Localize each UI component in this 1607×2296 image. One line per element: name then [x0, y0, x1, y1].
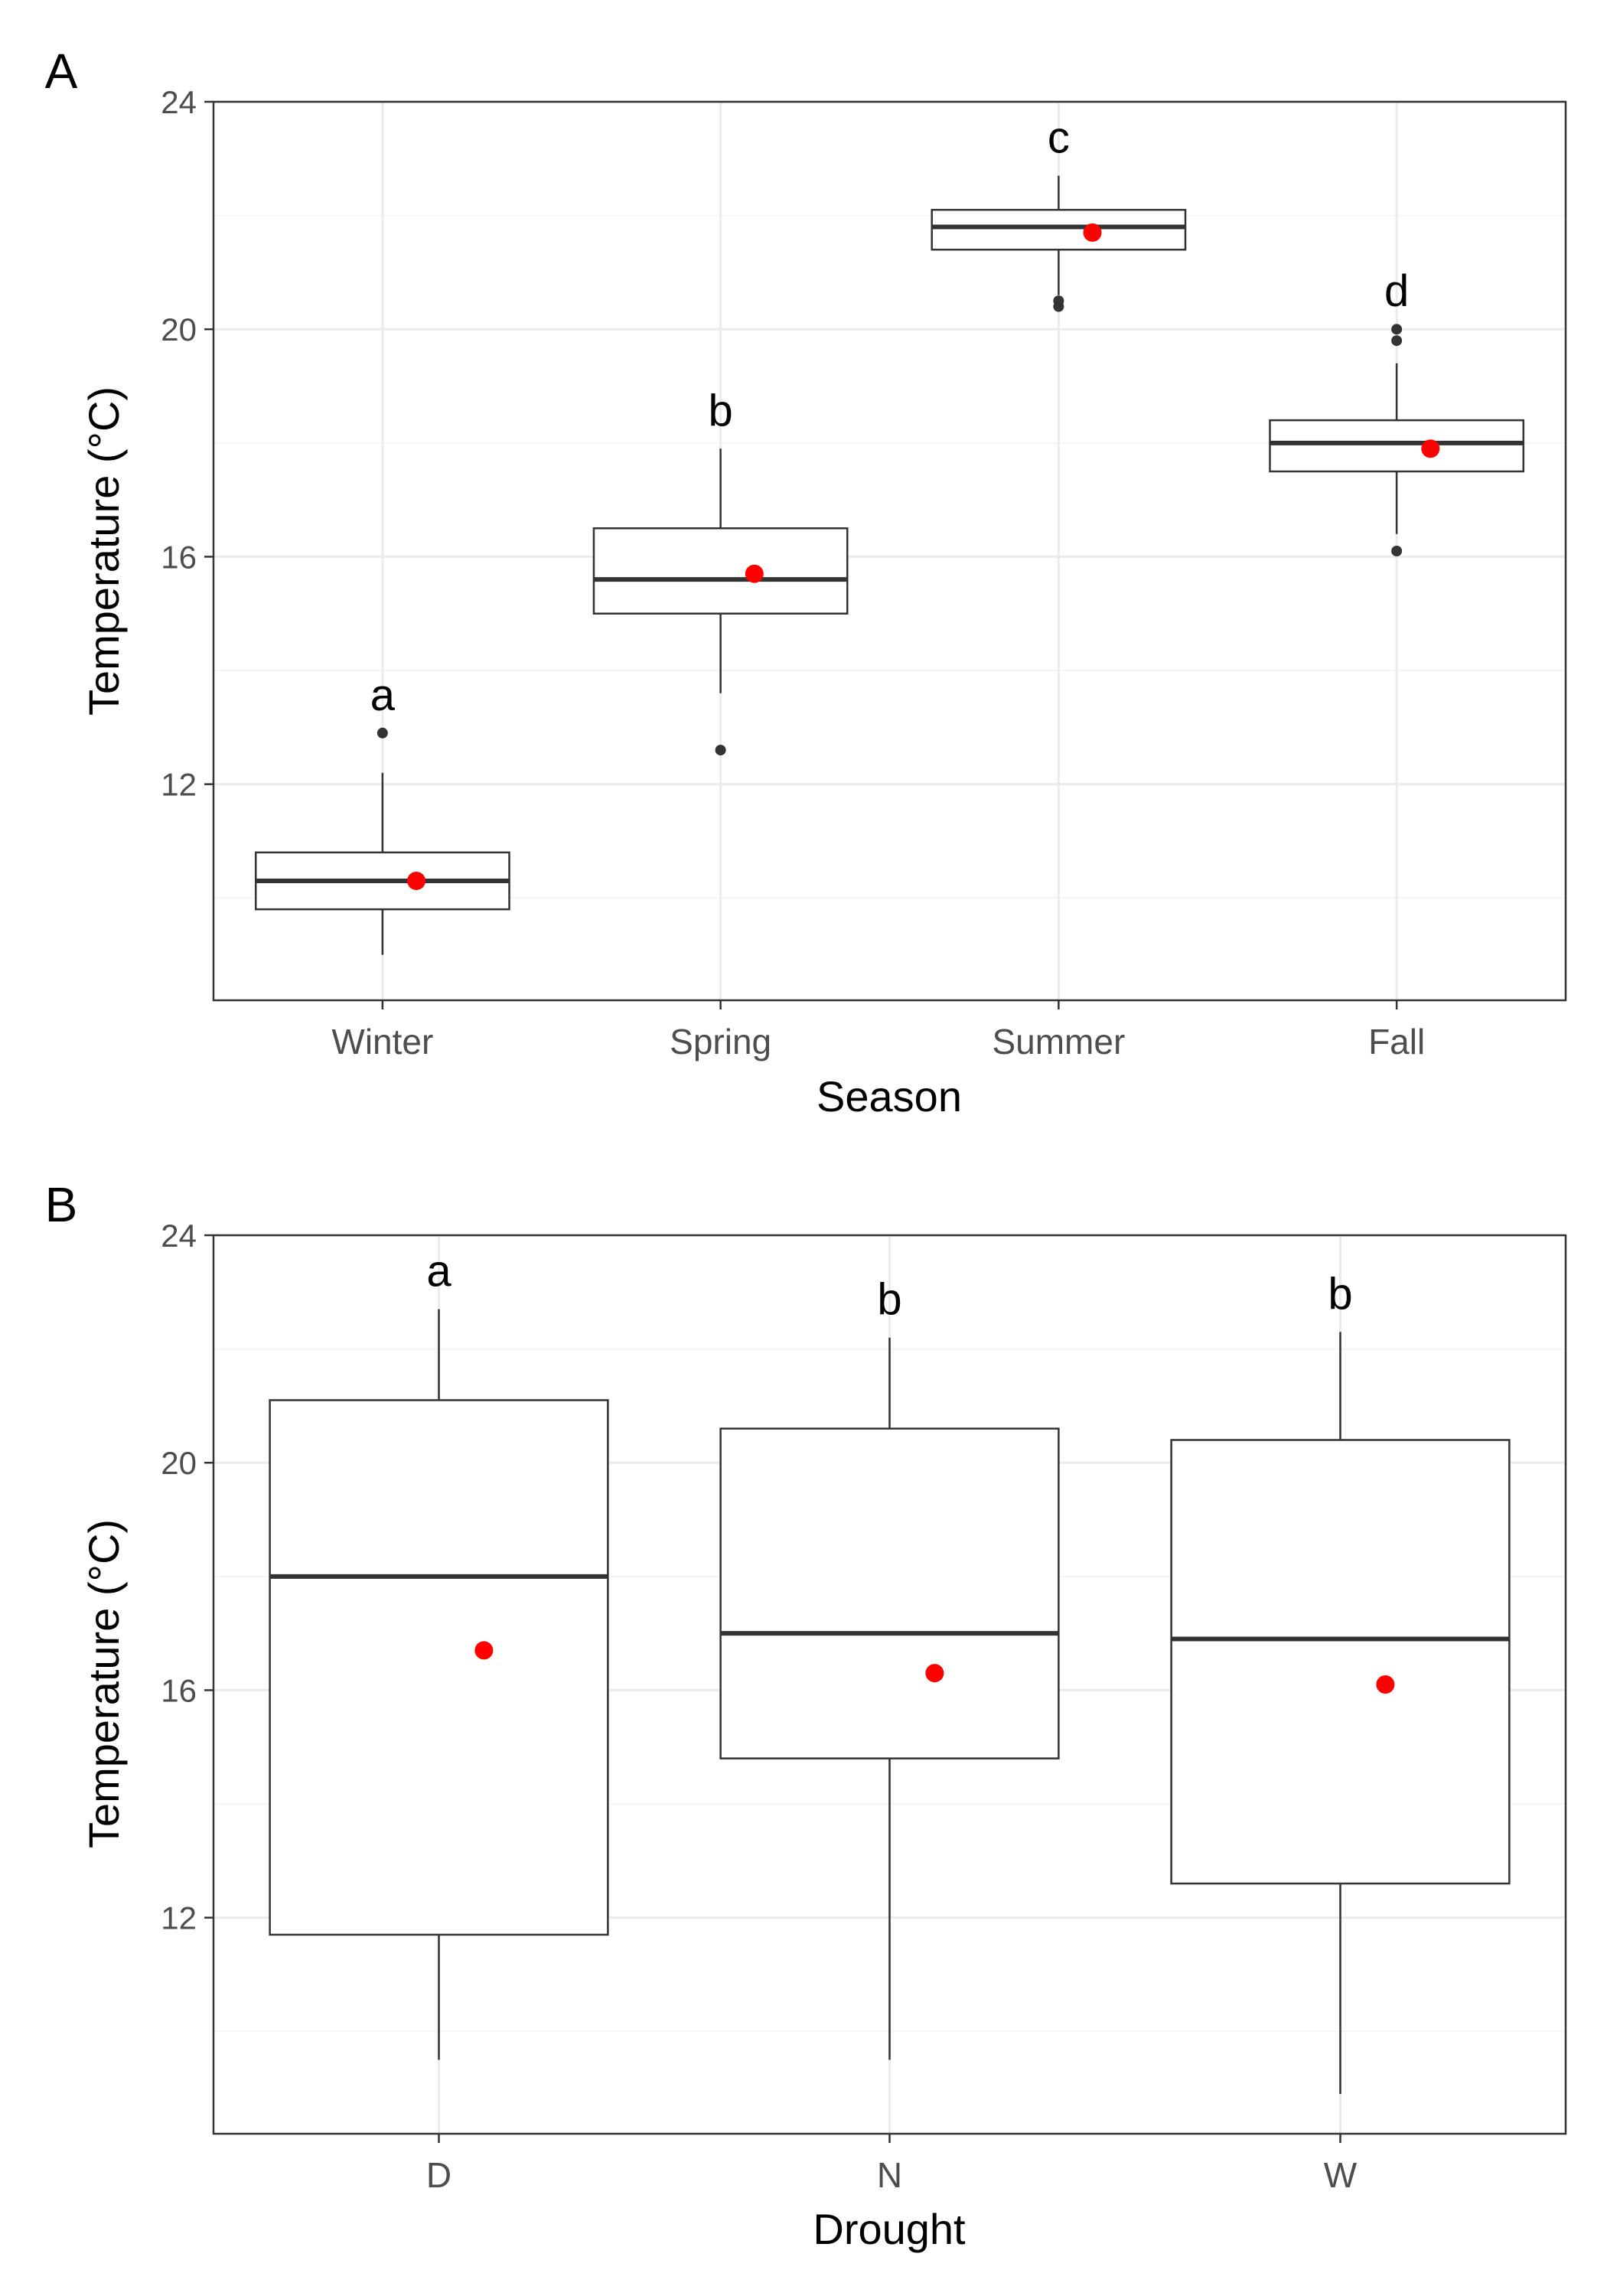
- panel-a-border: [212, 100, 1567, 1002]
- box-body: [592, 527, 849, 615]
- box-body: [719, 1427, 1060, 1760]
- panel-a: A a b c d 12 16 20 24 Winter Spring Summer Fall Se…: [45, 44, 1567, 1120]
- box-body: [269, 1399, 609, 1936]
- y-tick-label: 24: [161, 84, 197, 120]
- panel-b: B a b b 12 16 20 24 D N W Drought Temperature (°…: [45, 1177, 1567, 2253]
- y-tick-label: 20: [161, 311, 197, 347]
- panel-b-x-axis-title: Drought: [813, 2205, 966, 2253]
- x-tick-label: N: [877, 2155, 902, 2195]
- outlier-point: [715, 745, 726, 756]
- mean-point: [1376, 1675, 1395, 1694]
- significance-letter: d: [1384, 266, 1409, 316]
- y-tick-label: 16: [161, 539, 197, 575]
- panel-b-label: B: [45, 1177, 78, 1232]
- y-tick-label: 16: [161, 1672, 197, 1708]
- outlier-point: [1391, 546, 1403, 556]
- significance-letter: a: [426, 1247, 451, 1296]
- outlier-point: [1391, 335, 1403, 347]
- mean-point: [1421, 439, 1440, 458]
- box-body: [1269, 419, 1525, 473]
- outlier-point: [1053, 295, 1064, 307]
- x-tick-label: Summer: [992, 1022, 1125, 1062]
- mean-point: [474, 1641, 494, 1660]
- box-Fall: d: [1269, 266, 1525, 556]
- mean-point: [407, 871, 426, 890]
- panel-b-axes: 12 16 20 24 D N W: [161, 1218, 1358, 2195]
- box-body: [931, 208, 1187, 251]
- x-tick-label: Fall: [1368, 1022, 1425, 1062]
- significance-letter: b: [877, 1275, 901, 1325]
- mean-point: [925, 1664, 944, 1683]
- box-W: b: [1170, 1269, 1511, 2094]
- significance-letter: a: [370, 670, 396, 720]
- panel-a-y-axis-title: Temperature (°C): [80, 386, 128, 716]
- box-Winter: a: [254, 670, 510, 955]
- y-tick-label: 12: [161, 1900, 197, 1936]
- significance-letter: c: [1048, 113, 1070, 163]
- box-body: [1170, 1439, 1511, 1885]
- x-tick-label: Spring: [670, 1022, 771, 1062]
- panel-a-label: A: [45, 44, 78, 99]
- box-N: b: [719, 1275, 1060, 2060]
- y-tick-label: 12: [161, 767, 197, 803]
- panel-a-x-axis-title: Season: [817, 1072, 962, 1120]
- box-Summer: c: [931, 113, 1187, 312]
- outlier-point: [376, 727, 388, 739]
- panel-a-marks: a b c d: [254, 113, 1525, 955]
- box-Spring: b: [592, 386, 849, 756]
- significance-letter: b: [708, 386, 732, 435]
- significance-letter: b: [1328, 1269, 1352, 1319]
- panel-b-marks: ab b: [269, 1247, 1511, 2094]
- x-tick-label: D: [426, 2155, 451, 2195]
- mean-point: [745, 564, 764, 583]
- y-tick-label: 20: [161, 1445, 197, 1481]
- x-tick-label: W: [1324, 2155, 1358, 2195]
- outlier-point: [1391, 324, 1403, 335]
- y-tick-label: 24: [161, 1218, 197, 1254]
- panel-a-axes: 12 16 20 24 Winter Spring Summer Fall: [161, 84, 1425, 1062]
- panel-b-y-axis-title: Temperature (°C): [80, 1519, 128, 1848]
- x-tick-label: Winter: [331, 1022, 433, 1062]
- box-D: a: [269, 1247, 609, 2060]
- mean-point: [1083, 223, 1102, 242]
